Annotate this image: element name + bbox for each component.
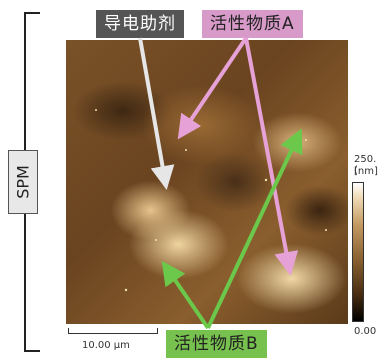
speckle	[124, 288, 128, 292]
speckle	[264, 178, 268, 182]
speckle	[155, 239, 157, 241]
active-material-b-label: 活性物质B	[166, 330, 267, 358]
speckle	[325, 229, 327, 231]
afm-topography-image	[66, 40, 348, 324]
conductive-agent-label: 导电助剂	[96, 10, 184, 38]
active-b-arrow-1	[161, 260, 210, 330]
spm-label-box: SPM	[8, 150, 38, 214]
scale-bar-label: 10.00 μm	[82, 340, 130, 351]
active-a-arrow-1	[177, 36, 248, 140]
colorbar-min-label: 0.00	[354, 326, 377, 337]
active-material-a-label: 活性物质A	[202, 10, 303, 38]
speckle	[305, 139, 307, 141]
conductive-agent-arrow	[138, 37, 175, 190]
colorbar-max-label: 250.(	[354, 154, 377, 176]
active-b-arrow-2	[206, 128, 303, 329]
active-a-arrow-2	[244, 37, 299, 276]
colorbar-unit-label: [nm]	[354, 166, 378, 177]
height-colorbar	[352, 182, 364, 322]
speckle	[185, 149, 187, 151]
scale-bar	[68, 328, 158, 334]
speckle	[95, 109, 97, 111]
